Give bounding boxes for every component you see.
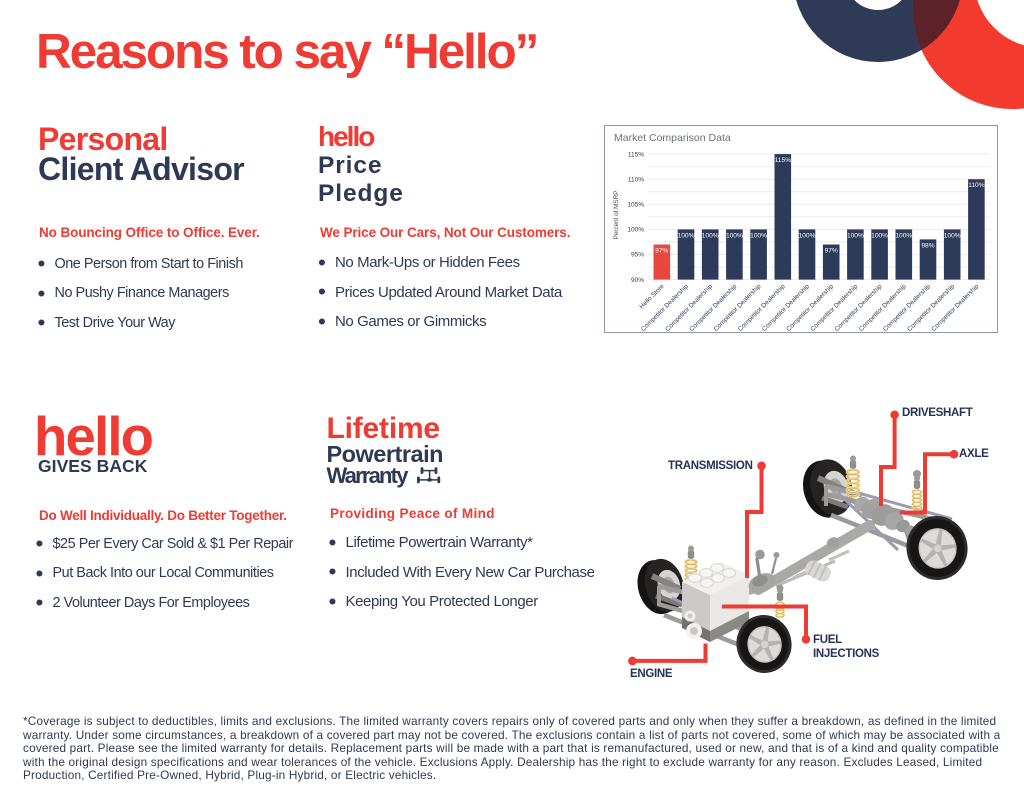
- svg-text:Percent of MSRP: Percent of MSRP: [613, 191, 620, 240]
- svg-text:105%: 105%: [627, 202, 644, 209]
- svg-text:100%: 100%: [799, 232, 816, 239]
- svg-text:100%: 100%: [847, 232, 864, 239]
- svg-text:95%: 95%: [631, 252, 644, 259]
- svg-text:97%: 97%: [825, 248, 838, 255]
- svg-text:100%: 100%: [871, 232, 888, 239]
- svg-text:100%: 100%: [750, 232, 767, 239]
- svg-text:115%: 115%: [628, 151, 644, 158]
- svg-text:100%: 100%: [944, 232, 961, 239]
- svg-text:100%: 100%: [702, 232, 719, 239]
- svg-text:100%: 100%: [627, 227, 644, 234]
- svg-text:98%: 98%: [921, 242, 934, 249]
- svg-text:100%: 100%: [895, 232, 912, 239]
- svg-text:110%: 110%: [968, 182, 985, 189]
- svg-text:Market Comparison Data: Market Comparison Data: [614, 132, 731, 144]
- svg-text:100%: 100%: [678, 232, 695, 239]
- svg-text:90%: 90%: [631, 277, 644, 284]
- svg-text:100%: 100%: [726, 232, 743, 239]
- svg-text:110%: 110%: [628, 176, 644, 183]
- svg-text:97%: 97%: [655, 248, 668, 255]
- svg-text:115%: 115%: [775, 157, 792, 164]
